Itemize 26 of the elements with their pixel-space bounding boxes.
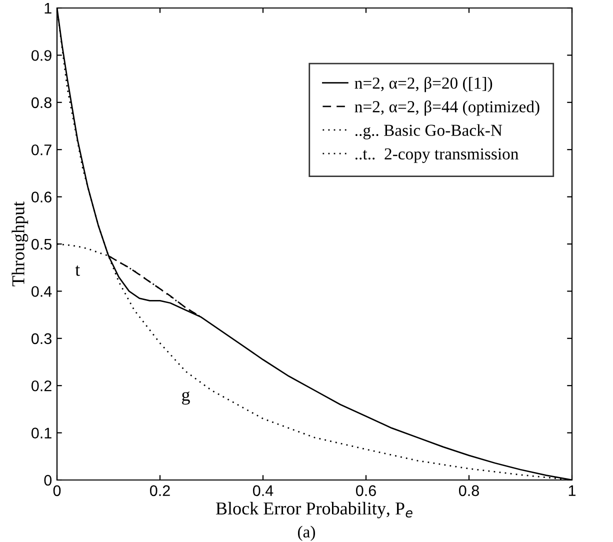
y-tick-label: 0.8 (32, 97, 52, 108)
x-axis-title: Block Error Probability, P$_{e}$ (216, 502, 412, 518)
x-tick-label: 1 (568, 485, 576, 496)
legend-label: n=2, α=2, β=44 (optimized) (354, 100, 540, 116)
y-axis-title: Throughput (12, 201, 28, 286)
text: (a) (298, 526, 316, 541)
y-tick-label: 0.5 (32, 238, 52, 250)
y-tick-label: 0.7 (32, 144, 52, 156)
legend-label: ..t.. 2-copy transmission (355, 148, 518, 163)
y-tick-label: 0.9 (32, 50, 52, 61)
y-tick-label: 0.1 (32, 428, 52, 438)
x-tick-label: 0.2 (150, 485, 170, 496)
y-tick-label: 0 (44, 474, 52, 486)
y-tick-label: 0.6 (32, 192, 52, 202)
legend-label: n=2, α=2, β=20 ([1]) (354, 76, 492, 92)
annotation: t (75, 266, 80, 276)
x-tick-label: 0.6 (356, 485, 376, 496)
y-tick-label: 1 (44, 3, 52, 14)
x-tick-label: 0 (53, 485, 61, 496)
x-tick-label: 0.8 (458, 485, 479, 496)
legend-label: ..g.. Basic Go-Back-N (355, 124, 502, 140)
y-tick-label: 0.4 (32, 286, 52, 297)
y-tick-label: 0.2 (32, 380, 52, 392)
annotation: g (182, 391, 190, 405)
x-tick-label: 0.4 (252, 485, 274, 496)
y-tick-label: 0.3 (32, 333, 52, 344)
